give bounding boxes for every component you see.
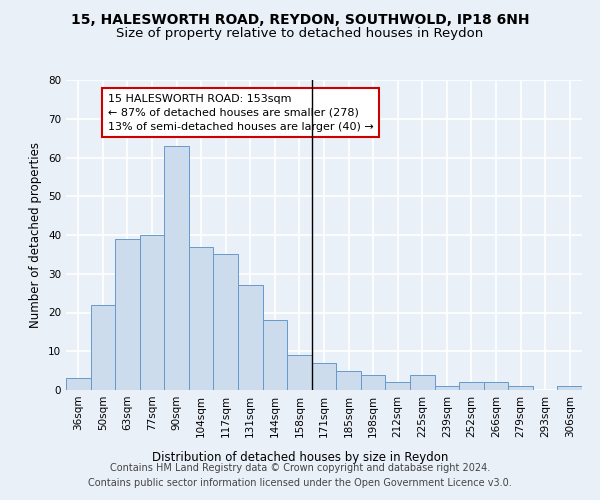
Bar [434, 386, 459, 390]
Bar [508, 386, 533, 390]
Bar [361, 374, 385, 390]
Y-axis label: Number of detached properties: Number of detached properties [29, 142, 43, 328]
Bar [91, 304, 115, 390]
Text: 15, HALESWORTH ROAD, REYDON, SOUTHWOLD, IP18 6NH: 15, HALESWORTH ROAD, REYDON, SOUTHWOLD, … [71, 12, 529, 26]
Bar [238, 286, 263, 390]
Bar [164, 146, 189, 390]
Bar [484, 382, 508, 390]
Bar [214, 254, 238, 390]
Bar [189, 246, 214, 390]
Bar [410, 374, 434, 390]
Text: Contains HM Land Registry data © Crown copyright and database right 2024.
Contai: Contains HM Land Registry data © Crown c… [88, 462, 512, 487]
Bar [115, 239, 140, 390]
Bar [459, 382, 484, 390]
Bar [140, 235, 164, 390]
Text: Distribution of detached houses by size in Reydon: Distribution of detached houses by size … [152, 451, 448, 464]
Bar [385, 382, 410, 390]
Text: 15 HALESWORTH ROAD: 153sqm
← 87% of detached houses are smaller (278)
13% of sem: 15 HALESWORTH ROAD: 153sqm ← 87% of deta… [108, 94, 374, 132]
Bar [263, 320, 287, 390]
Bar [312, 363, 336, 390]
Bar [557, 386, 582, 390]
Text: Size of property relative to detached houses in Reydon: Size of property relative to detached ho… [116, 28, 484, 40]
Bar [336, 370, 361, 390]
Bar [66, 378, 91, 390]
Bar [287, 355, 312, 390]
